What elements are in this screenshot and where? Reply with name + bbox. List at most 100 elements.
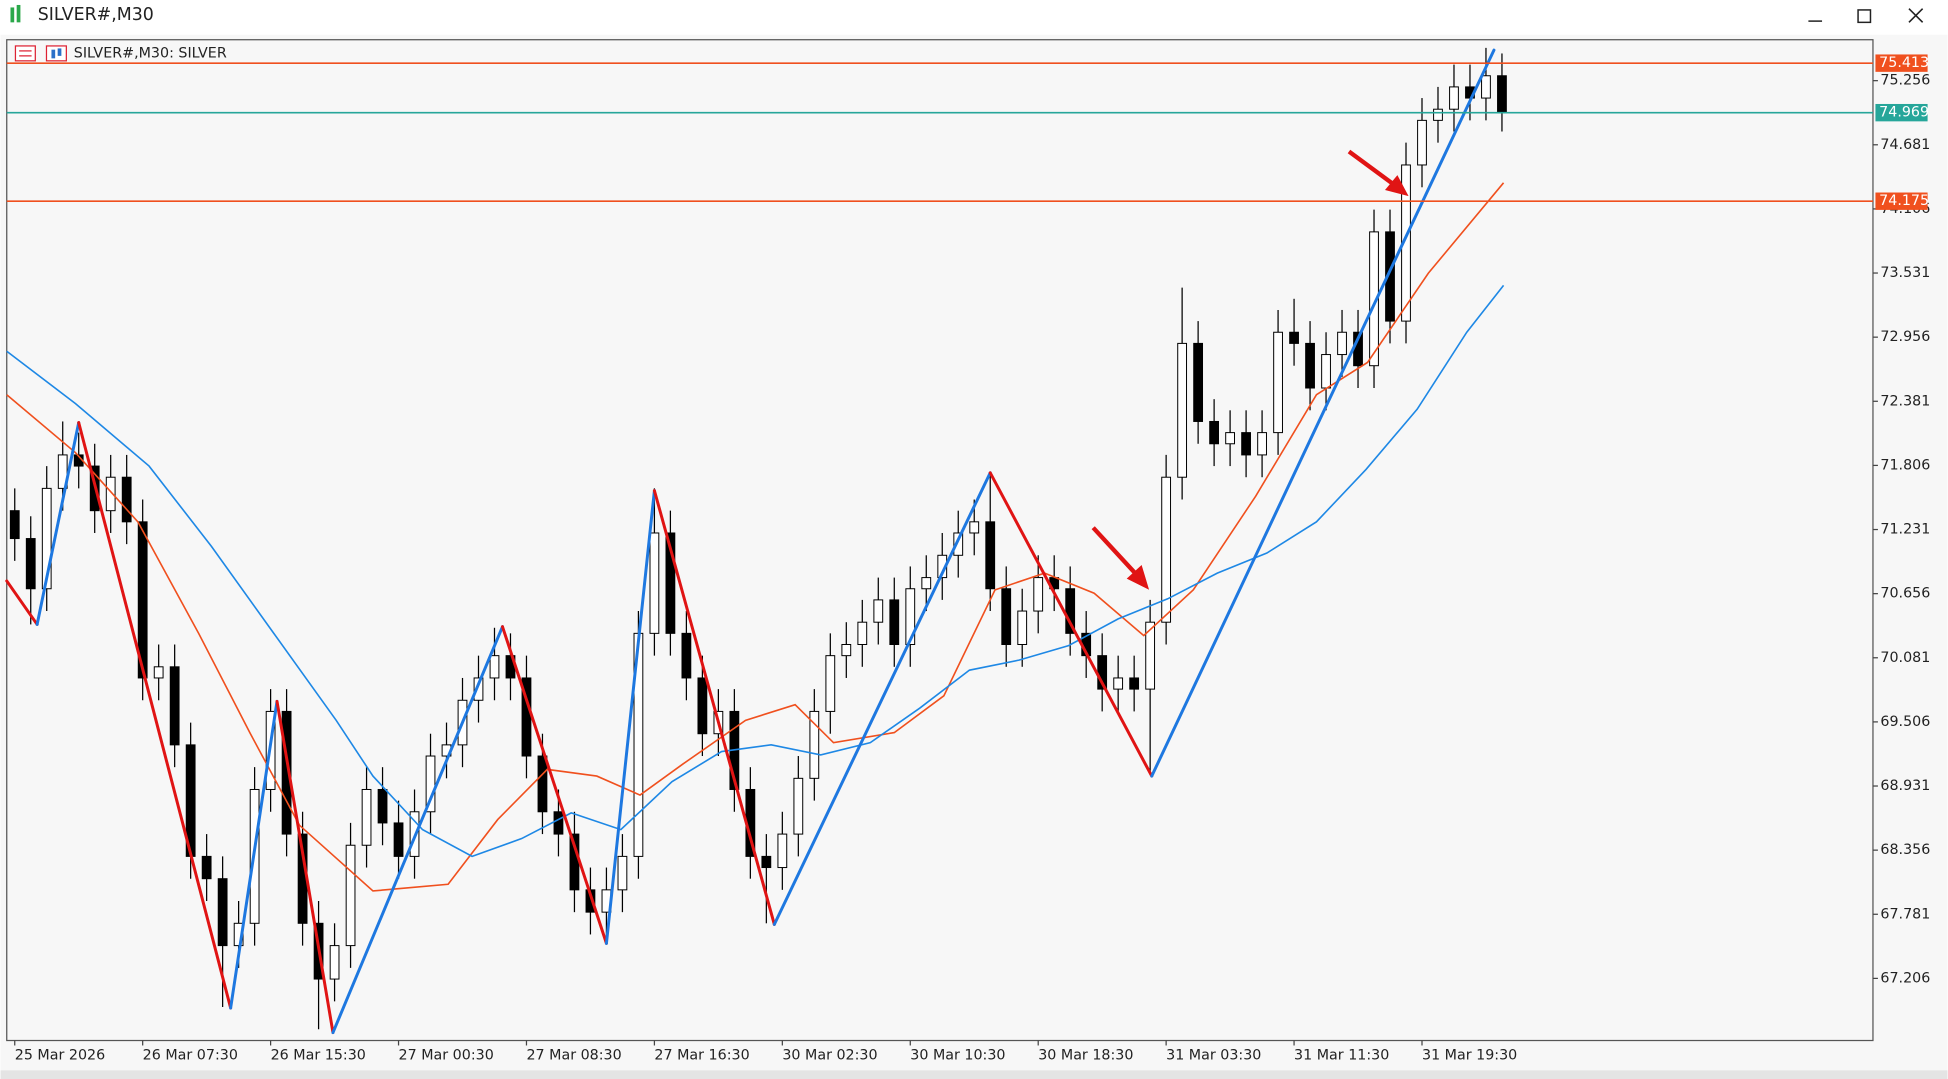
candle-body xyxy=(1369,231,1379,367)
candle-body xyxy=(169,666,180,746)
candle-body xyxy=(905,588,916,645)
zigzag-segment xyxy=(652,489,776,926)
title-bar xyxy=(0,0,1948,30)
plot: 75.25674.68174.10673.53172.95672.38171.8… xyxy=(5,47,1930,1063)
zigzag-segment xyxy=(275,699,335,1035)
zigzag-segment xyxy=(77,421,233,1010)
level-line-tag xyxy=(1875,192,1928,210)
candle-body xyxy=(1145,621,1156,690)
candle-body xyxy=(1289,331,1299,344)
x-tick-label: 27 Mar 00:30 xyxy=(399,1047,494,1063)
y-tick-label: 68.356 xyxy=(1880,842,1930,858)
candle-body xyxy=(809,710,820,779)
y-tick-label: 75.256 xyxy=(1880,73,1930,89)
window-title: SILVER#,M30 xyxy=(38,5,154,25)
maximize-button[interactable] xyxy=(1857,9,1872,24)
indicator-line xyxy=(6,284,1505,858)
price-line-label: 74.969 xyxy=(1879,105,1929,121)
candle-body xyxy=(329,945,340,980)
candle-body xyxy=(361,788,372,846)
x-tick-label: 27 Mar 16:30 xyxy=(654,1047,749,1063)
candle-body xyxy=(137,521,148,679)
x-tick-label: 30 Mar 18:30 xyxy=(1038,1047,1133,1063)
x-tick-label: 26 Mar 15:30 xyxy=(271,1047,366,1063)
x-tick-label: 30 Mar 02:30 xyxy=(782,1047,877,1063)
candle-body xyxy=(1033,577,1044,612)
zigzag-segment xyxy=(772,471,992,926)
candle-body xyxy=(393,822,404,857)
candle-body xyxy=(473,677,484,701)
candle-body xyxy=(585,889,596,913)
price-line-tag xyxy=(1875,103,1928,122)
zigzag-segment xyxy=(5,579,39,626)
status-strip xyxy=(0,1070,1948,1079)
header-icons xyxy=(14,45,67,62)
candle-body xyxy=(921,577,932,590)
y-tick-label: 70.656 xyxy=(1880,586,1930,602)
x-tick-label: 31 Mar 19:30 xyxy=(1422,1047,1517,1063)
candle-body xyxy=(1433,108,1443,121)
x-tick-label: 26 Mar 07:30 xyxy=(143,1047,238,1063)
candle-body xyxy=(489,655,500,679)
candle-body xyxy=(345,844,356,947)
candle-body xyxy=(953,532,964,556)
candle-body xyxy=(281,710,292,835)
y-tick-label: 69.506 xyxy=(1880,714,1930,730)
zigzag-segment xyxy=(229,699,279,1010)
candle-body xyxy=(649,532,660,634)
candle-body xyxy=(697,677,708,735)
candle-body xyxy=(777,833,788,869)
candle-body xyxy=(25,538,36,590)
candle-body xyxy=(761,855,772,869)
candle-body xyxy=(1417,119,1427,166)
level-line-label: 75.413 xyxy=(1879,55,1929,71)
candle-body xyxy=(1225,432,1235,445)
y-tick-label: 73.531 xyxy=(1880,265,1930,281)
candle-body xyxy=(217,878,228,947)
x-tick-label: 31 Mar 11:30 xyxy=(1294,1047,1389,1063)
indicator-line xyxy=(6,182,1505,892)
y-tick-label: 71.231 xyxy=(1880,522,1930,538)
y-tick-label: 67.206 xyxy=(1880,970,1930,986)
app-icon xyxy=(10,4,21,23)
candle-body xyxy=(1193,342,1204,422)
y-tick-label: 72.381 xyxy=(1880,393,1930,409)
candle-body xyxy=(1177,342,1188,478)
candle-body xyxy=(617,855,628,891)
candle-body xyxy=(985,521,996,590)
candle-body xyxy=(1017,610,1028,645)
candle-body xyxy=(1241,432,1251,456)
level-line-tag xyxy=(1875,54,1928,72)
candle-body xyxy=(9,510,20,540)
annotation-arrow xyxy=(1347,149,1409,197)
candle-body xyxy=(665,532,676,634)
zigzag-segment xyxy=(1150,48,1496,778)
candle-body xyxy=(1497,75,1507,114)
level-line-label: 74.175 xyxy=(1879,193,1929,209)
x-tick-label: 25 Mar 2026 xyxy=(15,1047,105,1063)
candle-body xyxy=(1209,420,1220,445)
y-tick-label: 72.956 xyxy=(1880,329,1930,345)
candle-body xyxy=(1321,354,1331,389)
candle-body xyxy=(1257,432,1267,456)
candle-body xyxy=(537,755,548,813)
candle-body xyxy=(841,644,852,657)
candle-body xyxy=(201,855,212,880)
candle-body xyxy=(1001,588,1012,645)
zigzag-segment xyxy=(500,625,608,945)
candle-body xyxy=(105,476,116,512)
x-tick-label: 30 Mar 10:30 xyxy=(910,1047,1005,1063)
candle-body xyxy=(793,777,804,835)
x-tick-label: 31 Mar 03:30 xyxy=(1166,1047,1261,1063)
candle-body xyxy=(1161,476,1172,623)
candle-body xyxy=(1481,75,1491,99)
candle-body xyxy=(377,788,388,824)
zigzag-segment xyxy=(331,625,504,1035)
plot-area xyxy=(6,39,1874,1042)
candle-body xyxy=(1449,86,1459,110)
candle-body xyxy=(857,621,868,645)
candle-body xyxy=(425,755,436,813)
close-button[interactable] xyxy=(1908,8,1924,23)
